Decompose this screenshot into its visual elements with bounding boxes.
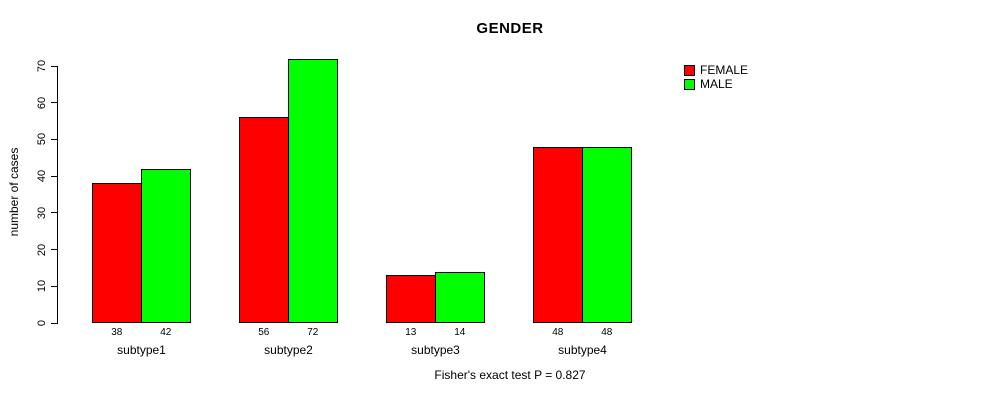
bar-value-female-subtype3: 13 [405, 327, 417, 338]
y-axis-label: number of cases [7, 147, 21, 237]
legend-label-male: MALE [700, 76, 733, 91]
y-tick-label-50: 50 [36, 133, 48, 146]
legend-swatch-male [684, 78, 695, 90]
bar-value-female-subtype4: 48 [552, 327, 564, 338]
category-label-subtype1: subtype1 [117, 343, 166, 357]
y-tick-label-20: 20 [36, 243, 48, 256]
y-tick-label-0: 0 [36, 319, 48, 327]
bar-female-subtype3 [386, 275, 436, 323]
y-tick-mark-30 [51, 212, 58, 214]
y-tick-mark-40 [51, 175, 58, 177]
category-label-subtype3: subtype3 [411, 343, 460, 357]
legend-item-male: MALE [684, 76, 748, 92]
bar-female-subtype1 [92, 183, 142, 323]
y-tick-label-70: 70 [36, 59, 48, 73]
y-tick-mark-0 [51, 322, 58, 324]
caption-fishers-test: Fisher's exact test P = 0.827 [434, 368, 586, 382]
bar-value-male-subtype1: 42 [160, 327, 172, 338]
y-tick-mark-70 [51, 65, 58, 67]
bar-male-subtype3 [435, 271, 485, 323]
bar-value-female-subtype2: 56 [258, 327, 270, 338]
bar-male-subtype2 [288, 58, 338, 323]
y-tick-mark-60 [51, 102, 58, 104]
legend-item-female: FEMALE [684, 64, 748, 78]
bar-value-male-subtype3: 14 [454, 327, 466, 338]
bar-value-male-subtype2: 72 [307, 327, 319, 338]
category-label-subtype2: subtype2 [264, 343, 313, 357]
chart-title: GENDER [476, 20, 544, 37]
y-tick-mark-10 [51, 285, 58, 287]
legend-swatch-female [684, 65, 695, 77]
y-tick-mark-50 [51, 138, 58, 140]
legend-label-female: FEMALE [700, 63, 749, 78]
y-axis-line [57, 66, 58, 323]
y-tick-label-40: 40 [36, 170, 48, 183]
bar-value-female-subtype1: 38 [111, 327, 123, 338]
bar-female-subtype4 [533, 146, 583, 323]
legend: FEMALE MALE [684, 64, 748, 91]
bar-value-male-subtype4: 48 [601, 327, 613, 338]
y-tick-label-60: 60 [36, 96, 48, 109]
bar-female-subtype2 [239, 117, 289, 323]
bar-male-subtype4 [582, 146, 632, 323]
bar-male-subtype1 [141, 168, 191, 323]
category-label-subtype4: subtype4 [558, 343, 607, 357]
y-tick-label-10: 10 [36, 280, 48, 293]
y-tick-label-30: 30 [36, 206, 48, 219]
y-tick-mark-20 [51, 249, 58, 251]
